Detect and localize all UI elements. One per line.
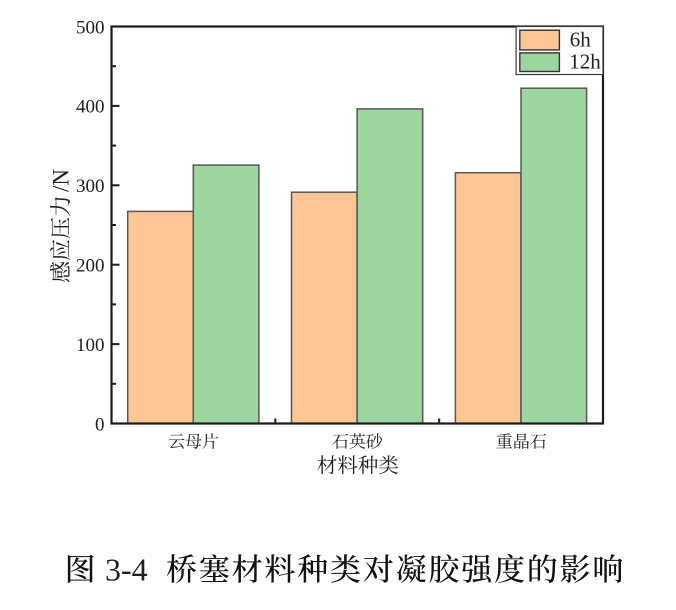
svg-text:/N: /N [49,169,74,192]
svg-text:12h: 12h [569,50,601,74]
svg-text:3-4: 3-4 [105,552,148,588]
svg-text:400: 400 [76,97,105,118]
svg-text:6h: 6h [570,27,592,51]
svg-text:500: 500 [76,17,105,38]
svg-text:300: 300 [76,176,105,197]
svg-text:100: 100 [76,335,105,356]
svg-text:0: 0 [95,414,105,435]
svg-text:200: 200 [76,256,105,277]
